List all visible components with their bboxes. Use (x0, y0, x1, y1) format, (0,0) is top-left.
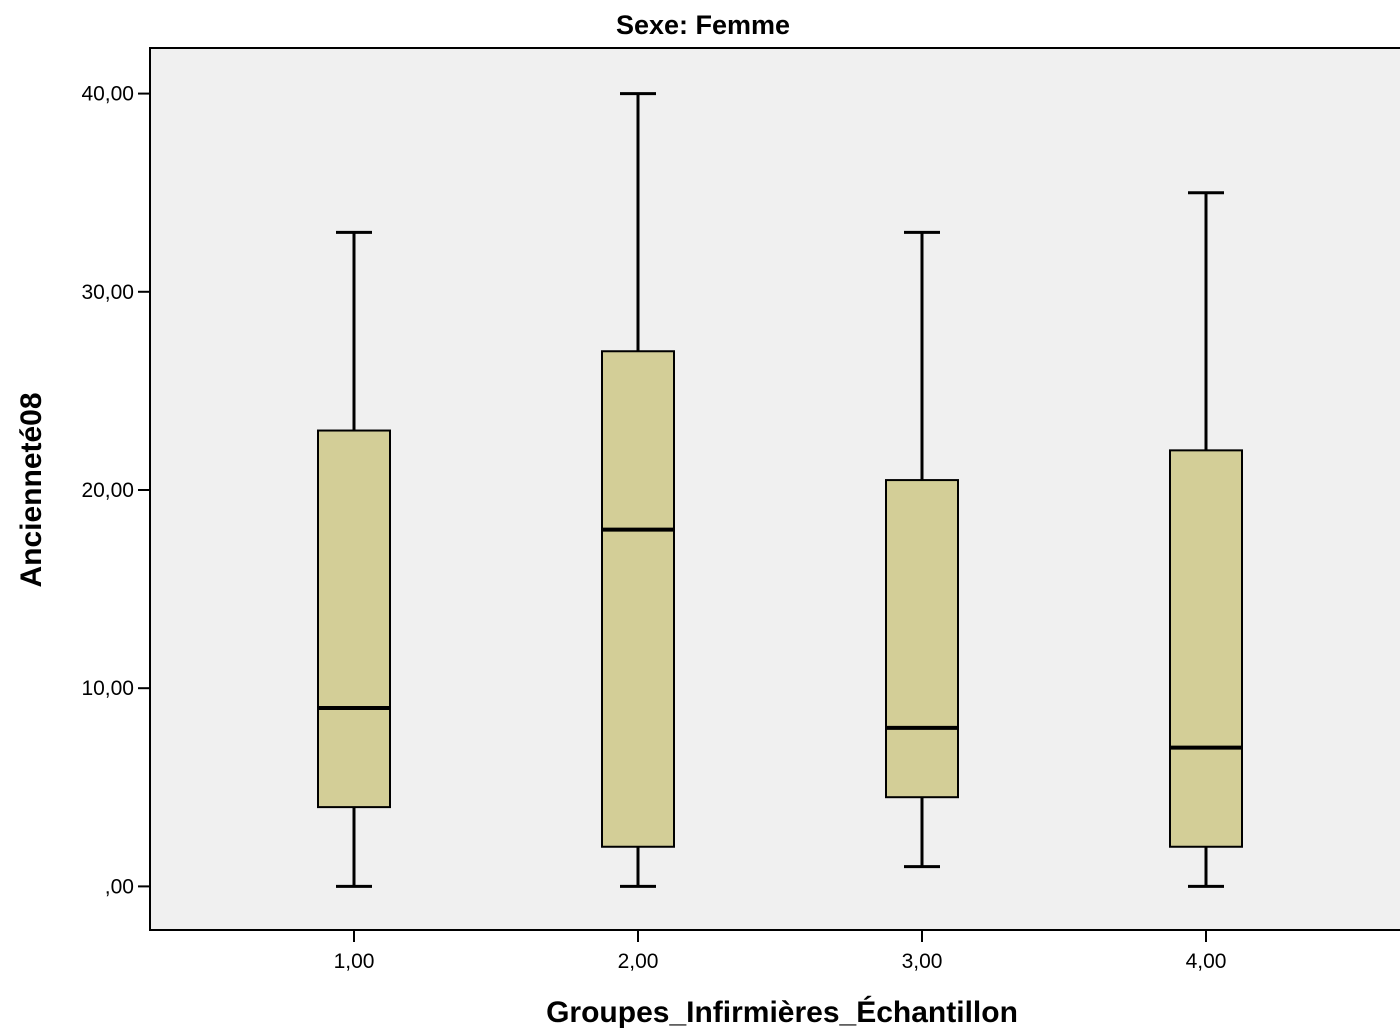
box-group (317, 230, 391, 888)
chart-title: Sexe: Femme (616, 10, 790, 40)
y-axis-label: Ancienneté08 (15, 392, 48, 587)
box-group (885, 230, 959, 869)
y-tick-label: ,00 (105, 875, 134, 898)
x-tick-label: 1,00 (334, 950, 375, 973)
y-axis: ,00 10,00 20,00 30,00 40,00 (81, 83, 150, 898)
iqr-box (885, 479, 959, 799)
x-tick-label: 2,00 (618, 950, 659, 973)
y-tick-label: 40,00 (81, 83, 134, 106)
x-tick-label: 3,00 (902, 950, 943, 973)
box-group (1169, 191, 1243, 888)
boxes-layer (317, 92, 1243, 888)
iqr-box (317, 429, 391, 809)
iqr-box (1169, 449, 1243, 848)
x-axis: 1,00 2,00 3,00 4,00 (334, 930, 1227, 973)
box-group (601, 92, 675, 888)
x-tick-label: 4,00 (1186, 950, 1227, 973)
y-tick-label: 10,00 (81, 677, 134, 700)
iqr-box (601, 350, 675, 848)
y-tick-label: 30,00 (81, 281, 134, 304)
x-axis-label: Groupes_Infirmières_Échantillon (546, 995, 1018, 1029)
y-tick-label: 20,00 (81, 479, 134, 502)
